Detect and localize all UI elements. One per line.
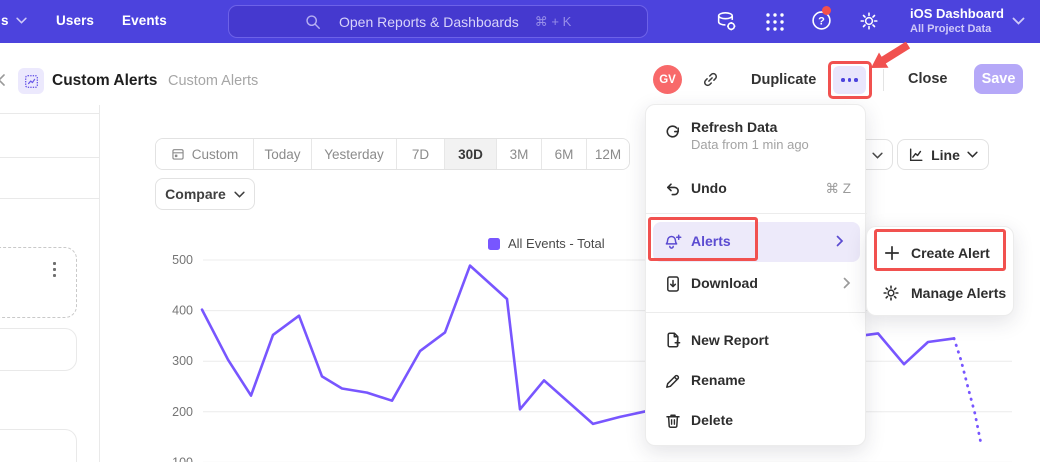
copy-link-icon[interactable] <box>702 71 719 88</box>
chevron-down-icon <box>16 17 27 24</box>
chart-legend: All Events - Total <box>488 236 605 251</box>
menu-item-refresh-data[interactable]: Refresh Data Data from 1 min ago <box>646 113 867 165</box>
svg-text:?: ? <box>818 16 825 28</box>
date-range-12m[interactable]: 12M <box>586 139 629 169</box>
date-range-7d[interactable]: 7D <box>396 139 444 169</box>
date-range-yesterday[interactable]: Yesterday <box>311 139 396 169</box>
project-selector[interactable]: iOS Dashboard All Project Data <box>910 6 1004 35</box>
report-type-icon <box>18 68 44 94</box>
date-range-6m[interactable]: 6M <box>541 139 586 169</box>
bell-plus-icon <box>664 232 683 251</box>
save-button[interactable]: Save <box>974 64 1023 94</box>
settings-gear-icon[interactable] <box>859 11 879 31</box>
project-scope: All Project Data <box>910 23 1004 35</box>
search-icon <box>305 14 321 30</box>
submenu-chevron-icon <box>836 235 844 250</box>
duplicate-button[interactable]: Duplicate <box>751 72 816 88</box>
close-button[interactable]: Close <box>908 71 948 87</box>
menu-divider <box>646 213 867 214</box>
trash-icon <box>664 412 682 430</box>
page-subtitle: Custom Alerts <box>168 73 258 89</box>
avatar[interactable]: GV <box>653 65 682 94</box>
nav-item-truncated[interactable]: s <box>1 13 27 28</box>
refresh-icon <box>664 124 682 142</box>
menu-item-undo[interactable]: Undo ⌘ Z <box>646 169 867 209</box>
top-navigation-bar: s Users Events Open Reports & Dashboards… <box>0 0 1040 43</box>
submenu-chevron-icon <box>843 277 851 292</box>
chart-type-button[interactable]: Line <box>897 139 989 170</box>
menu-divider <box>646 312 867 313</box>
nav-truncated-label: s <box>1 13 9 28</box>
app-root: s Users Events Open Reports & Dashboards… <box>0 0 1040 462</box>
calendar-icon <box>171 147 185 161</box>
more-options-button[interactable] <box>833 66 866 94</box>
header-divider <box>883 69 884 91</box>
menu-item-alerts[interactable]: Alerts <box>653 222 860 262</box>
chevron-down-icon <box>234 191 245 198</box>
date-range-selector: Custom Today Yesterday 7D 30D 3M 6M 12M <box>155 138 630 170</box>
submenu-item-manage-alerts[interactable]: Manage Alerts <box>867 273 1015 313</box>
chevron-down-icon <box>872 152 883 159</box>
pencil-icon <box>664 372 682 390</box>
data-management-icon[interactable] <box>715 10 738 33</box>
menu-item-rename[interactable]: Rename <box>646 361 867 401</box>
global-search-input[interactable]: Open Reports & Dashboards ⌘ + K <box>228 5 648 38</box>
svg-text:500: 500 <box>172 253 193 267</box>
download-icon <box>664 275 682 293</box>
event-card[interactable] <box>0 247 77 318</box>
kebab-menu-icon[interactable] <box>53 262 56 277</box>
date-range-custom[interactable]: Custom <box>156 139 253 169</box>
event-card[interactable] <box>0 328 77 371</box>
alerts-submenu: Create Alert Manage Alerts <box>866 226 1014 316</box>
query-builder-panel <box>0 105 100 462</box>
submenu-item-create-alert[interactable]: Create Alert <box>867 233 1015 273</box>
date-range-30d-selected[interactable]: 30D <box>444 139 496 169</box>
file-plus-icon <box>664 331 682 349</box>
project-name: iOS Dashboard <box>910 6 1004 21</box>
svg-text:300: 300 <box>172 354 193 368</box>
chevron-down-icon <box>967 151 978 158</box>
undo-icon <box>664 180 682 198</box>
panel-divider <box>0 113 99 114</box>
legend-swatch <box>488 238 500 250</box>
panel-divider <box>0 198 99 199</box>
insights-chart-icon <box>24 74 39 89</box>
menu-item-delete[interactable]: Delete <box>646 401 867 441</box>
line-chart-icon <box>908 147 924 163</box>
plus-icon <box>884 245 900 261</box>
date-range-3m[interactable]: 3M <box>496 139 541 169</box>
panel-divider <box>0 157 99 158</box>
more-options-menu: Refresh Data Data from 1 min ago Undo ⌘ … <box>645 104 866 446</box>
collapse-chevron-icon[interactable] <box>0 74 6 86</box>
svg-text:100: 100 <box>172 455 193 462</box>
page-title: Custom Alerts <box>52 72 157 90</box>
nav-item-events[interactable]: Events <box>122 13 167 28</box>
svg-text:200: 200 <box>172 405 193 419</box>
legend-label: All Events - Total <box>508 236 605 251</box>
svg-text:400: 400 <box>172 304 193 318</box>
date-range-today[interactable]: Today <box>253 139 311 169</box>
chevron-down-icon <box>1012 17 1025 25</box>
undo-shortcut: ⌘ Z <box>826 181 852 197</box>
search-shortcut: ⌘ + K <box>535 14 572 30</box>
apps-grid-icon[interactable] <box>765 12 785 32</box>
notification-dot <box>822 6 831 15</box>
search-placeholder: Open Reports & Dashboards <box>339 14 519 30</box>
nav-item-users[interactable]: Users <box>56 13 94 28</box>
gear-icon <box>882 284 900 302</box>
menu-item-new-report[interactable]: New Report <box>646 321 867 361</box>
refresh-data-subtitle: Data from 1 min ago <box>691 137 809 152</box>
menu-item-download[interactable]: Download <box>646 264 867 304</box>
compare-button[interactable]: Compare <box>155 178 255 210</box>
event-card[interactable] <box>0 429 77 462</box>
